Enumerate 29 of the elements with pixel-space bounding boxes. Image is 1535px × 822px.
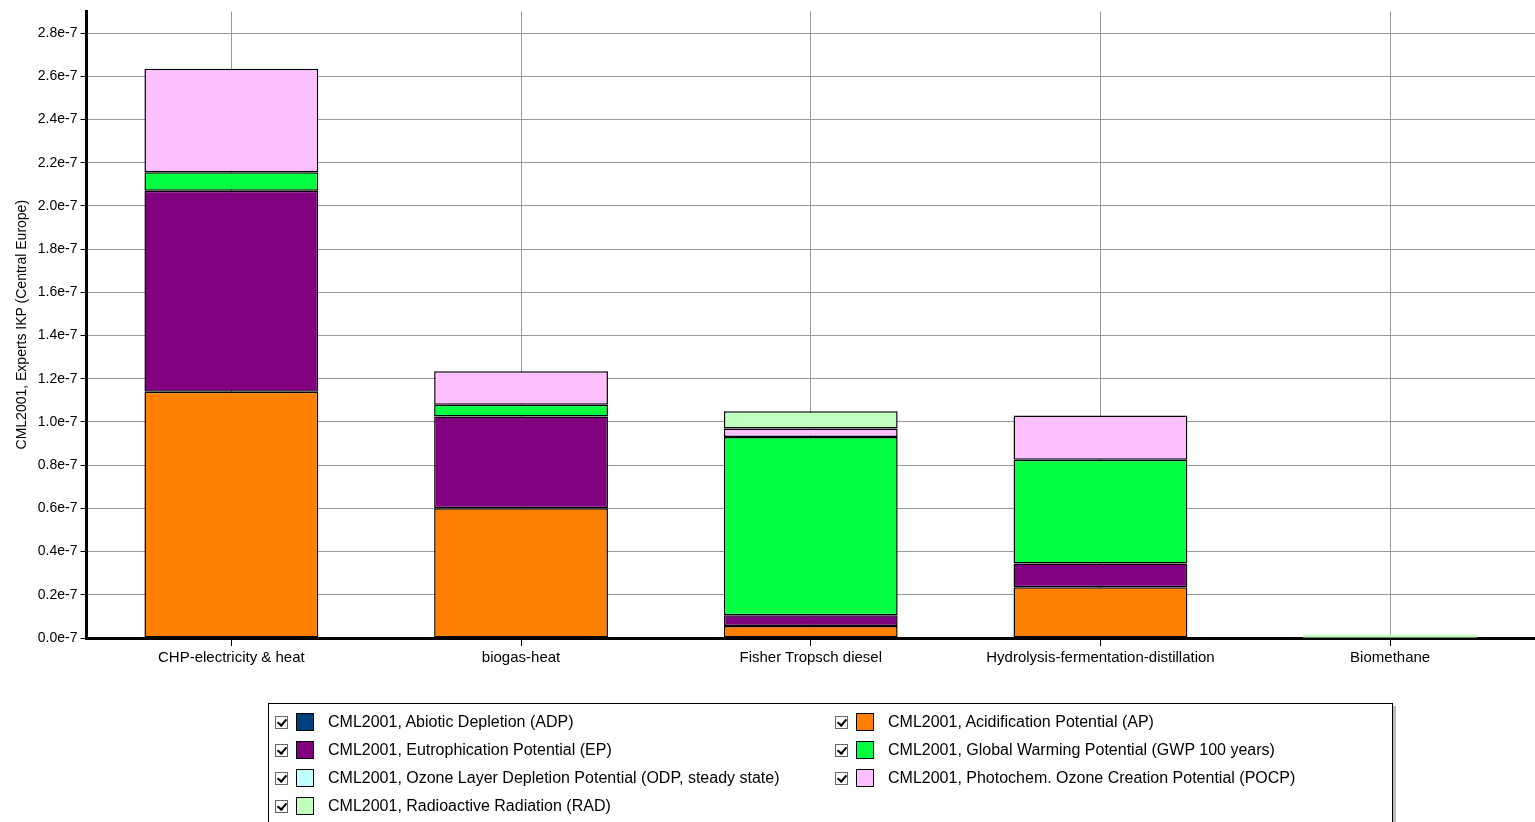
legend-label: CML2001, Eutrophication Potential (EP) — [328, 741, 612, 759]
y-tick-label: 2.8e-7 — [37, 23, 78, 40]
y-tick-label: 0.6e-7 — [37, 499, 78, 516]
legend-label: CML2001, Acidification Potential (AP) — [888, 713, 1154, 731]
y-tick-label: 1.0e-7 — [37, 412, 78, 429]
y-tick-label: 2.2e-7 — [37, 153, 78, 170]
bar — [1303, 634, 1478, 638]
y-tick-label: 0.8e-7 — [37, 456, 78, 472]
y-tick-label: 1.4e-7 — [37, 326, 78, 343]
legend-label: CML2001, Radioactive Radiation (RAD) — [328, 797, 611, 815]
y-tick-label: 1.2e-7 — [37, 369, 78, 386]
x-tick-label: Fisher Tropsch diesel — [739, 648, 883, 666]
y-tick-label: 2.6e-7 — [37, 67, 78, 84]
y-tick-label: 2.4e-7 — [37, 110, 78, 127]
x-tick-label: Hydrolysis-fermentation-distillation — [986, 648, 1215, 666]
y-axis-title: CML2001, Experts IKP (Central Europe) — [13, 199, 30, 450]
legend-label: CML2001, Abiotic Depletion (ADP) — [328, 713, 574, 731]
legend-label: CML2001, Global Warming Potential (GWP 100 years) — [888, 741, 1275, 759]
y-tick-label: 0.2e-7 — [37, 585, 78, 602]
x-tick-label: CHP-electricity & heat — [157, 648, 306, 666]
y-tick-label: 2.0e-7 — [37, 196, 78, 213]
y-tick-label: 1.6e-7 — [37, 283, 78, 300]
x-tick-label: Biomethane — [1350, 648, 1431, 666]
x-tick-label: biogas-heat — [481, 648, 562, 666]
legend-label: CML2001, Ozone Layer Depletion Potential (ODP, steady state) — [328, 769, 780, 787]
y-tick-label: 0.4e-7 — [37, 542, 78, 559]
y-tick-label: 0.0e-7 — [37, 628, 78, 645]
legend-label: CML2001, Photochem. Ozone Creation Potential (POCP) — [888, 769, 1296, 787]
y-tick-label: 1.8e-7 — [37, 239, 78, 256]
